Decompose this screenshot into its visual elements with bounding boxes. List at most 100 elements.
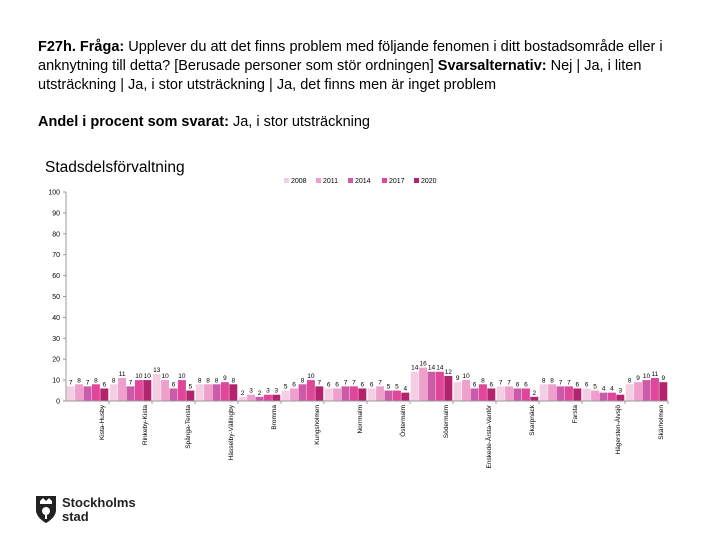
legend-label: 2014 <box>355 178 371 185</box>
category-label: Hässelby-Vällingby <box>228 404 235 460</box>
bar <box>177 380 186 401</box>
bar <box>642 380 651 401</box>
bar <box>556 386 565 401</box>
bar <box>238 396 247 401</box>
data-label: 14 <box>436 365 444 372</box>
bar <box>634 382 643 401</box>
x-axis: Kista-Husby Rinkeby-Kista Spånga-Tensta Häs… <box>66 400 669 468</box>
data-label: 5 <box>188 384 192 391</box>
data-label: 7 <box>378 379 382 386</box>
data-label: 4 <box>403 386 407 393</box>
data-label: 7 <box>317 379 321 386</box>
data-label: 8 <box>542 377 546 384</box>
data-label: 8 <box>628 377 632 384</box>
y-tick-label: 50 <box>52 294 60 301</box>
bar <box>384 390 393 401</box>
bar <box>496 386 505 401</box>
data-label: 8 <box>77 377 81 384</box>
category-label: Skärholmen <box>658 405 665 440</box>
legend-swatch <box>414 178 419 183</box>
bar <box>548 384 557 401</box>
bar <box>118 378 127 401</box>
bar <box>453 382 462 401</box>
legend-label: 2008 <box>291 178 307 185</box>
bar <box>392 390 401 401</box>
data-label: 8 <box>481 377 485 384</box>
data-label: 8 <box>550 377 554 384</box>
data-label: 10 <box>178 373 186 380</box>
data-label: 6 <box>292 381 296 388</box>
bar <box>143 380 152 401</box>
bar <box>100 388 109 401</box>
bar <box>134 380 143 401</box>
bar <box>229 384 238 401</box>
logo-text-line-2: stad <box>62 509 89 524</box>
data-label: 9 <box>223 375 227 382</box>
data-label: 6 <box>335 381 339 388</box>
data-label: 6 <box>360 381 364 388</box>
bar <box>315 386 324 401</box>
bar <box>263 394 272 401</box>
y-tick-label: 20 <box>52 357 60 364</box>
bar <box>255 396 264 401</box>
data-label: 7 <box>499 379 503 386</box>
data-label: 14 <box>428 365 436 372</box>
bar <box>513 388 522 401</box>
bar <box>462 380 471 401</box>
bar <box>281 390 290 401</box>
bar <box>659 382 668 401</box>
data-label: 13 <box>153 367 161 374</box>
bar <box>212 384 221 401</box>
share-value: Ja, i stor utsträckning <box>228 114 370 130</box>
bar <box>306 380 315 401</box>
bar <box>573 388 582 401</box>
category-label: Rinkeby-Kista <box>142 405 149 445</box>
y-tick-label: 60 <box>52 273 60 280</box>
bar <box>298 384 307 401</box>
legend-swatch <box>284 178 289 183</box>
bar <box>650 378 659 401</box>
bar <box>83 386 92 401</box>
data-label: 10 <box>643 373 651 380</box>
data-label: 5 <box>593 384 597 391</box>
data-label: 8 <box>112 377 116 384</box>
data-label: 8 <box>215 377 219 384</box>
share-description: Andel i procent som svarat: Ja, i stor u… <box>38 114 370 130</box>
category-label: Kungsholmen <box>314 405 321 445</box>
category-label: Östermalm <box>399 405 407 437</box>
bar <box>272 394 281 401</box>
y-tick-label: 90 <box>52 210 60 217</box>
bar <box>161 380 170 401</box>
data-label: 10 <box>307 373 315 380</box>
data-label: 8 <box>94 377 98 384</box>
category-label: Norrmalm <box>357 405 364 434</box>
category-label: Farsta <box>572 405 579 424</box>
bar <box>324 388 333 401</box>
data-label: 5 <box>284 384 288 391</box>
bar <box>109 384 118 401</box>
category-label: Spånga-Tensta <box>184 405 192 449</box>
y-tick-label: 40 <box>52 315 60 322</box>
data-label: 3 <box>274 388 278 395</box>
data-label: 8 <box>231 377 235 384</box>
bar <box>75 384 84 401</box>
y-tick-label: 70 <box>52 252 60 259</box>
bar <box>220 382 229 401</box>
bar <box>591 390 600 401</box>
data-label: 7 <box>567 379 571 386</box>
data-label: 9 <box>636 375 640 382</box>
legend-label: 2011 <box>323 178 338 185</box>
data-label: 7 <box>69 379 73 386</box>
options-text: Nej | Ja, i liten utsträckning | Ja, i s… <box>38 58 642 93</box>
data-label: 2 <box>241 390 245 397</box>
data-label: 3 <box>266 388 270 395</box>
data-label: 6 <box>489 381 493 388</box>
question-text: Upplever du att det finns problem med fö… <box>38 39 663 74</box>
stockholm-logo: Stockholms stad <box>34 493 154 532</box>
bar <box>607 392 616 401</box>
data-label: 7 <box>507 379 511 386</box>
y-tick-label: 80 <box>52 231 60 238</box>
question-heading: F27h. Fråga: Upplever du att det finns p… <box>38 38 698 95</box>
y-axis: 0 10 20 30 40 50 60 70 80 90 100 <box>48 190 67 406</box>
